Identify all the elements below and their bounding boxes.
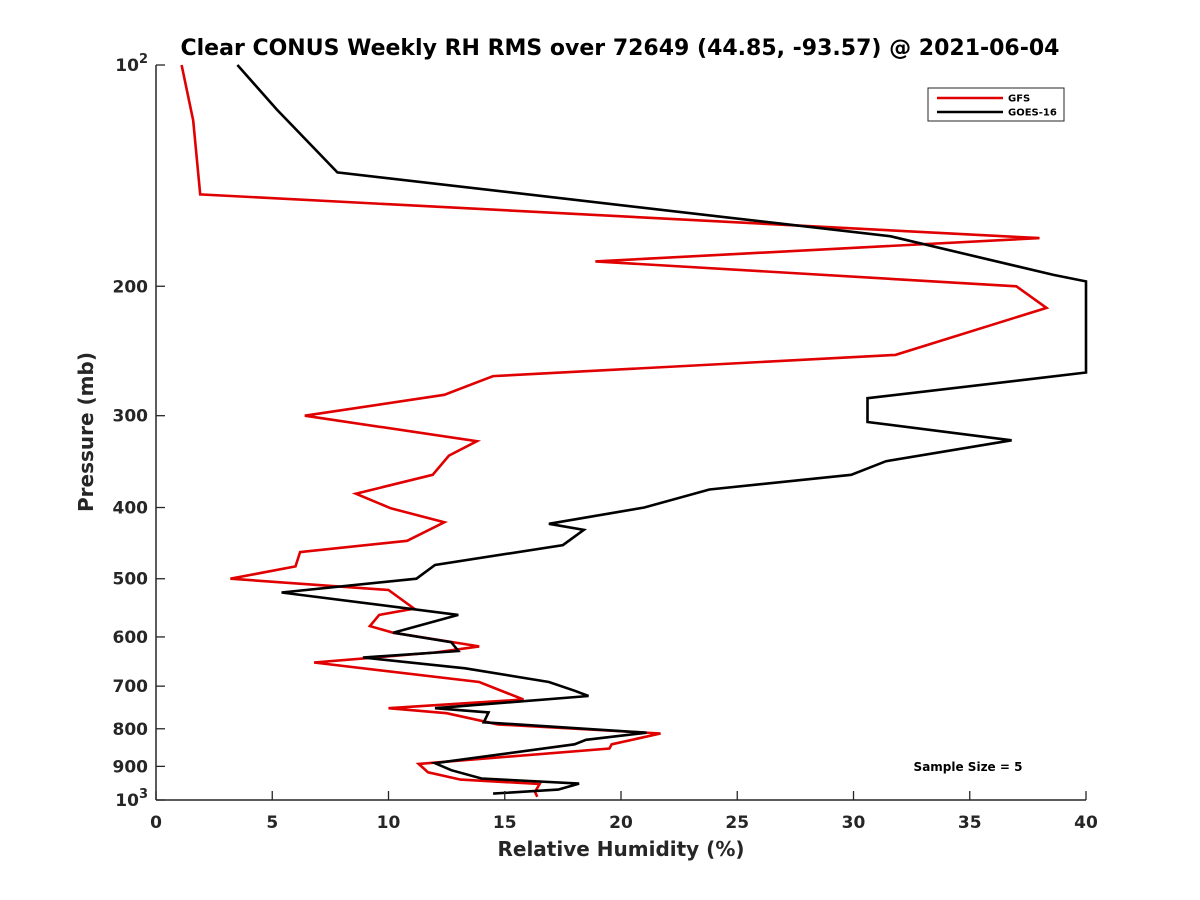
x-tick-label: 30 — [842, 813, 866, 833]
x-axis-ticks: 0 5 10 15 20 25 30 35 40 — [150, 791, 1098, 833]
x-tick-label: 5 — [266, 813, 278, 833]
series-layer — [180, 64, 1088, 798]
y-tick-label: 102 — [115, 52, 148, 76]
chart-title: Clear CONUS Weekly RH RMS over 72649 (44… — [181, 36, 1060, 61]
y-tick-label: 500 — [113, 570, 149, 590]
x-tick-label: 40 — [1074, 813, 1098, 833]
y-tick-label: 103 — [115, 787, 148, 811]
y-tick-label: 900 — [113, 757, 149, 777]
sample-size-annotation: Sample Size = 5 — [914, 760, 1023, 774]
x-tick-label: 0 — [150, 813, 162, 833]
y-tick-label: 300 — [113, 407, 149, 427]
x-tick-label: 10 — [377, 813, 401, 833]
y-tick-label: 200 — [113, 277, 149, 297]
x-tick-label: 25 — [725, 813, 749, 833]
y-axis-label: Pressure (mb) — [74, 352, 98, 512]
y-axis-ticks: 102 200 300 400 500 600 700 800 900 103 — [113, 52, 165, 811]
y-tick-label: 700 — [113, 677, 149, 697]
x-tick-label: 20 — [609, 813, 633, 833]
legend-box — [927, 87, 1065, 122]
x-axis-label: Relative Humidity (%) — [497, 837, 744, 861]
legend-label: GFS — [1008, 94, 1030, 105]
series-line-gfs — [180, 64, 1050, 798]
legend-label: GOES-16 — [1008, 108, 1057, 119]
x-tick-label: 15 — [493, 813, 517, 833]
y-tick-label: 800 — [113, 720, 149, 740]
y-tick-label: 600 — [113, 628, 149, 648]
legend: GFS GOES-16 — [927, 87, 1065, 122]
x-tick-label: 35 — [958, 813, 982, 833]
series-line-goes-16 — [236, 64, 1088, 795]
y-tick-label: 400 — [113, 499, 149, 519]
